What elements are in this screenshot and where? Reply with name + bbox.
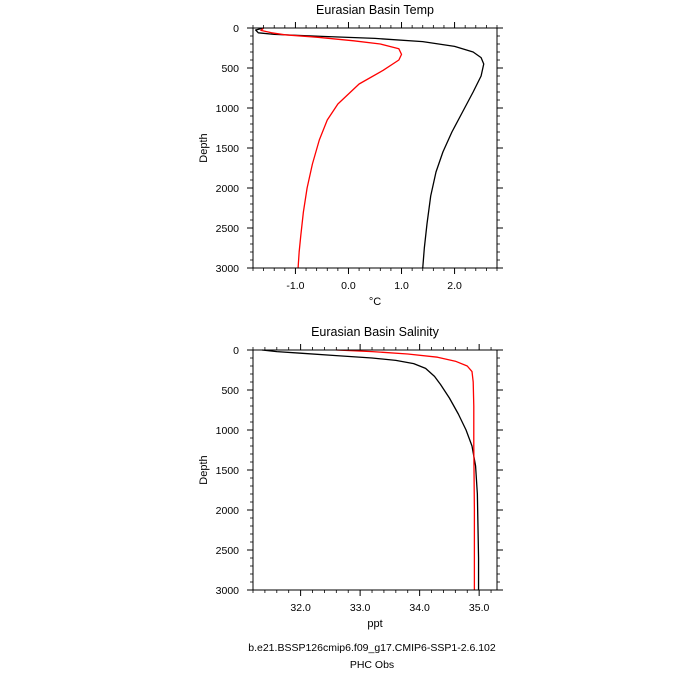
salinity-x-tick-label: 35.0: [469, 602, 490, 614]
temp-y-tick-label: 3000: [216, 263, 240, 275]
temp-y-tick-label: 2000: [216, 183, 240, 195]
temp-y-tick-label: 1000: [216, 103, 240, 115]
temp-x-axis-label: °C: [369, 296, 381, 308]
salinity-x-tick-label: 34.0: [409, 602, 430, 614]
salinity-x-tick-label: 33.0: [350, 602, 371, 614]
salinity-series-line-model: [261, 349, 480, 590]
temperature-panel: Eurasian Basin Temp 0 500 1000 1500 2000 2500 3…: [198, 3, 503, 308]
salinity-y-tick-label: 0: [233, 345, 239, 357]
salinity-x-tick-label: 32.0: [290, 602, 311, 614]
salinity-chart-title: Eurasian Basin Salinity: [311, 325, 440, 339]
temp-y-tick-label: 1500: [216, 143, 240, 155]
salinity-plot-frame: [252, 349, 498, 591]
salinity-y-axis-label: Depth: [198, 455, 210, 484]
salinity-y-tick-label: 1500: [216, 465, 240, 477]
temp-plot-frame: [252, 27, 498, 269]
temp-series-line-model: [255, 27, 485, 269]
temp-y-tick-label: 0: [233, 23, 239, 35]
salinity-y-tick-label: 3000: [216, 585, 240, 597]
salinity-x-axis-label: ppt: [367, 618, 382, 630]
temp-y-tick-label: 2500: [216, 223, 240, 235]
salinity-y-tick-label: 500: [221, 385, 239, 397]
salinity-series-line-obs: [336, 349, 476, 590]
salinity-y-tick-label: 1000: [216, 425, 240, 437]
salinity-y-tick-label: 2500: [216, 545, 240, 557]
temp-x-tick-label: 2.0: [447, 280, 462, 292]
temp-x-tick-label: 0.0: [341, 280, 356, 292]
temp-x-tick-label: 1.0: [394, 280, 409, 292]
temp-y-tick-label: 500: [221, 63, 239, 75]
salinity-panel: Eurasian Basin Salinity 0 500 1000 1500 2000 2…: [198, 325, 503, 630]
temp-chart-title: Eurasian Basin Temp: [316, 3, 434, 17]
salinity-y-tick-label: 2000: [216, 505, 240, 517]
temp-series-line-obs: [260, 27, 403, 269]
temp-x-tick-label: -1.0: [286, 280, 304, 292]
temp-y-axis-label: Depth: [198, 133, 210, 162]
legend-model-label: b.e21.BSSP126cmip6.f09_g17.CMIP6-SSP1-2.…: [248, 642, 496, 654]
legend-obs-label: PHC Obs: [350, 659, 394, 671]
